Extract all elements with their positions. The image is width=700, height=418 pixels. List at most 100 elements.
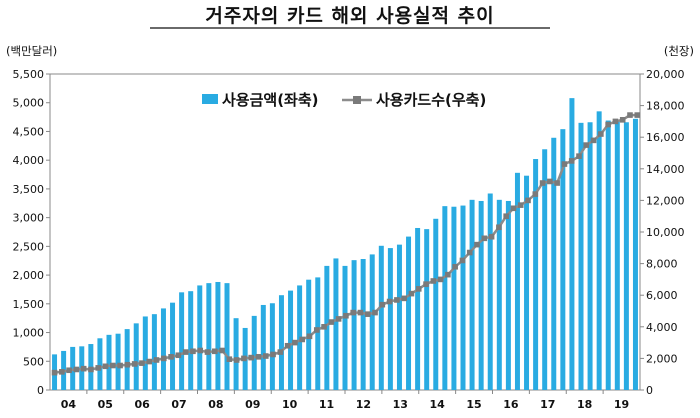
left-tick-label: 4,000	[13, 154, 45, 167]
line-point	[619, 117, 626, 123]
bar-mark	[70, 346, 76, 390]
line-point	[321, 324, 327, 330]
x-tick-label: 05	[98, 398, 113, 411]
line-point	[284, 342, 291, 349]
bar-mark	[632, 118, 638, 390]
line-point	[241, 355, 247, 362]
x-tick-label: 09	[245, 398, 260, 411]
bar-mark	[260, 304, 266, 390]
right-tick-label: 14,000	[646, 163, 685, 176]
bar-mark	[224, 283, 230, 390]
line-point	[517, 202, 524, 208]
line-point	[292, 339, 298, 346]
right-tick-label: 12,000	[646, 194, 685, 207]
left-tick-label: 1,500	[13, 298, 45, 311]
line-point	[80, 365, 87, 372]
line-point	[401, 295, 407, 302]
line-point	[110, 362, 116, 369]
line-point	[190, 348, 196, 355]
x-tick-label: 17	[540, 398, 555, 411]
line-point	[364, 311, 371, 317]
line-point	[270, 351, 276, 358]
right-tick-label: 0	[646, 384, 653, 397]
line-point	[153, 357, 160, 363]
bar-mark	[197, 285, 203, 390]
bar-mark	[460, 205, 466, 390]
line-point	[226, 356, 233, 362]
line-point	[408, 290, 415, 297]
legend: 사용금액(좌축) 사용카드수(우축)	[202, 91, 486, 109]
line-point	[343, 312, 349, 319]
line-point	[547, 178, 553, 185]
right-tick-label: 4,000	[646, 321, 678, 334]
line-point	[139, 360, 145, 366]
line-point	[277, 349, 284, 355]
left-tick-label: 4,500	[13, 125, 45, 138]
line-point	[590, 137, 597, 144]
line-point	[415, 286, 422, 292]
line-point	[335, 316, 342, 322]
bar-mark	[251, 315, 257, 390]
line-point	[459, 257, 466, 264]
bar-mark	[188, 291, 194, 390]
line-point	[598, 131, 604, 137]
bar-mark	[342, 265, 348, 390]
x-tick-label: 14	[430, 398, 446, 411]
line-point	[197, 347, 204, 354]
line-point	[394, 297, 400, 303]
line-point	[481, 235, 488, 242]
line-point	[568, 158, 575, 164]
x-tick-label: 15	[466, 398, 481, 411]
bar-mark	[97, 338, 103, 390]
line-point	[386, 298, 393, 305]
bar-mark	[333, 258, 339, 390]
bar-mark	[133, 323, 139, 390]
legend-bar-label: 사용금액(좌축)	[222, 91, 319, 109]
line-point	[306, 333, 313, 340]
line-point	[372, 309, 378, 316]
left-tick-label: 2,500	[13, 240, 45, 253]
legend-line-marker	[353, 96, 361, 104]
bar-mark	[533, 159, 539, 390]
line-point	[262, 353, 269, 359]
line-point	[131, 361, 138, 367]
bar-mark	[505, 200, 511, 390]
line-point	[510, 205, 517, 212]
bar-mark	[442, 206, 448, 390]
bar-mark	[605, 120, 611, 391]
bar-mark	[106, 334, 112, 390]
bar-mark	[569, 98, 575, 390]
right-tick-label: 2,000	[646, 352, 678, 365]
left-tick-label: 3,500	[13, 183, 45, 196]
bar-mark	[424, 229, 430, 390]
bar-mark	[596, 111, 602, 390]
line-point	[102, 363, 109, 370]
left-axis-unit: (백만달러)	[6, 44, 57, 58]
bar-mark	[387, 248, 393, 390]
bar-mark	[524, 175, 530, 390]
line-point	[445, 271, 451, 278]
line-point	[88, 366, 94, 373]
line-point	[124, 361, 131, 368]
line-point	[634, 112, 641, 118]
line-layer	[51, 112, 641, 376]
bar-mark	[451, 206, 457, 390]
right-tick-label: 18,000	[646, 100, 685, 113]
x-tick-label: 18	[577, 398, 592, 411]
line-point	[539, 180, 546, 186]
line-point	[452, 263, 458, 270]
bar-mark	[396, 244, 402, 390]
bar-mark	[360, 259, 366, 390]
legend-bar-swatch	[202, 94, 218, 104]
line-point	[532, 191, 539, 197]
left-tick-label: 500	[23, 355, 44, 368]
bar-mark	[315, 277, 321, 390]
right-tick-label: 8,000	[646, 258, 678, 271]
left-tick-label: 3,000	[13, 212, 45, 225]
chart-title: 거주자의 카드 해외 사용실적 추이	[205, 5, 494, 27]
bar-mark	[160, 308, 166, 390]
bar-mark	[215, 281, 221, 390]
bar-mark	[623, 122, 629, 391]
line-point	[211, 348, 218, 355]
left-tick-label: 5,000	[13, 97, 45, 110]
